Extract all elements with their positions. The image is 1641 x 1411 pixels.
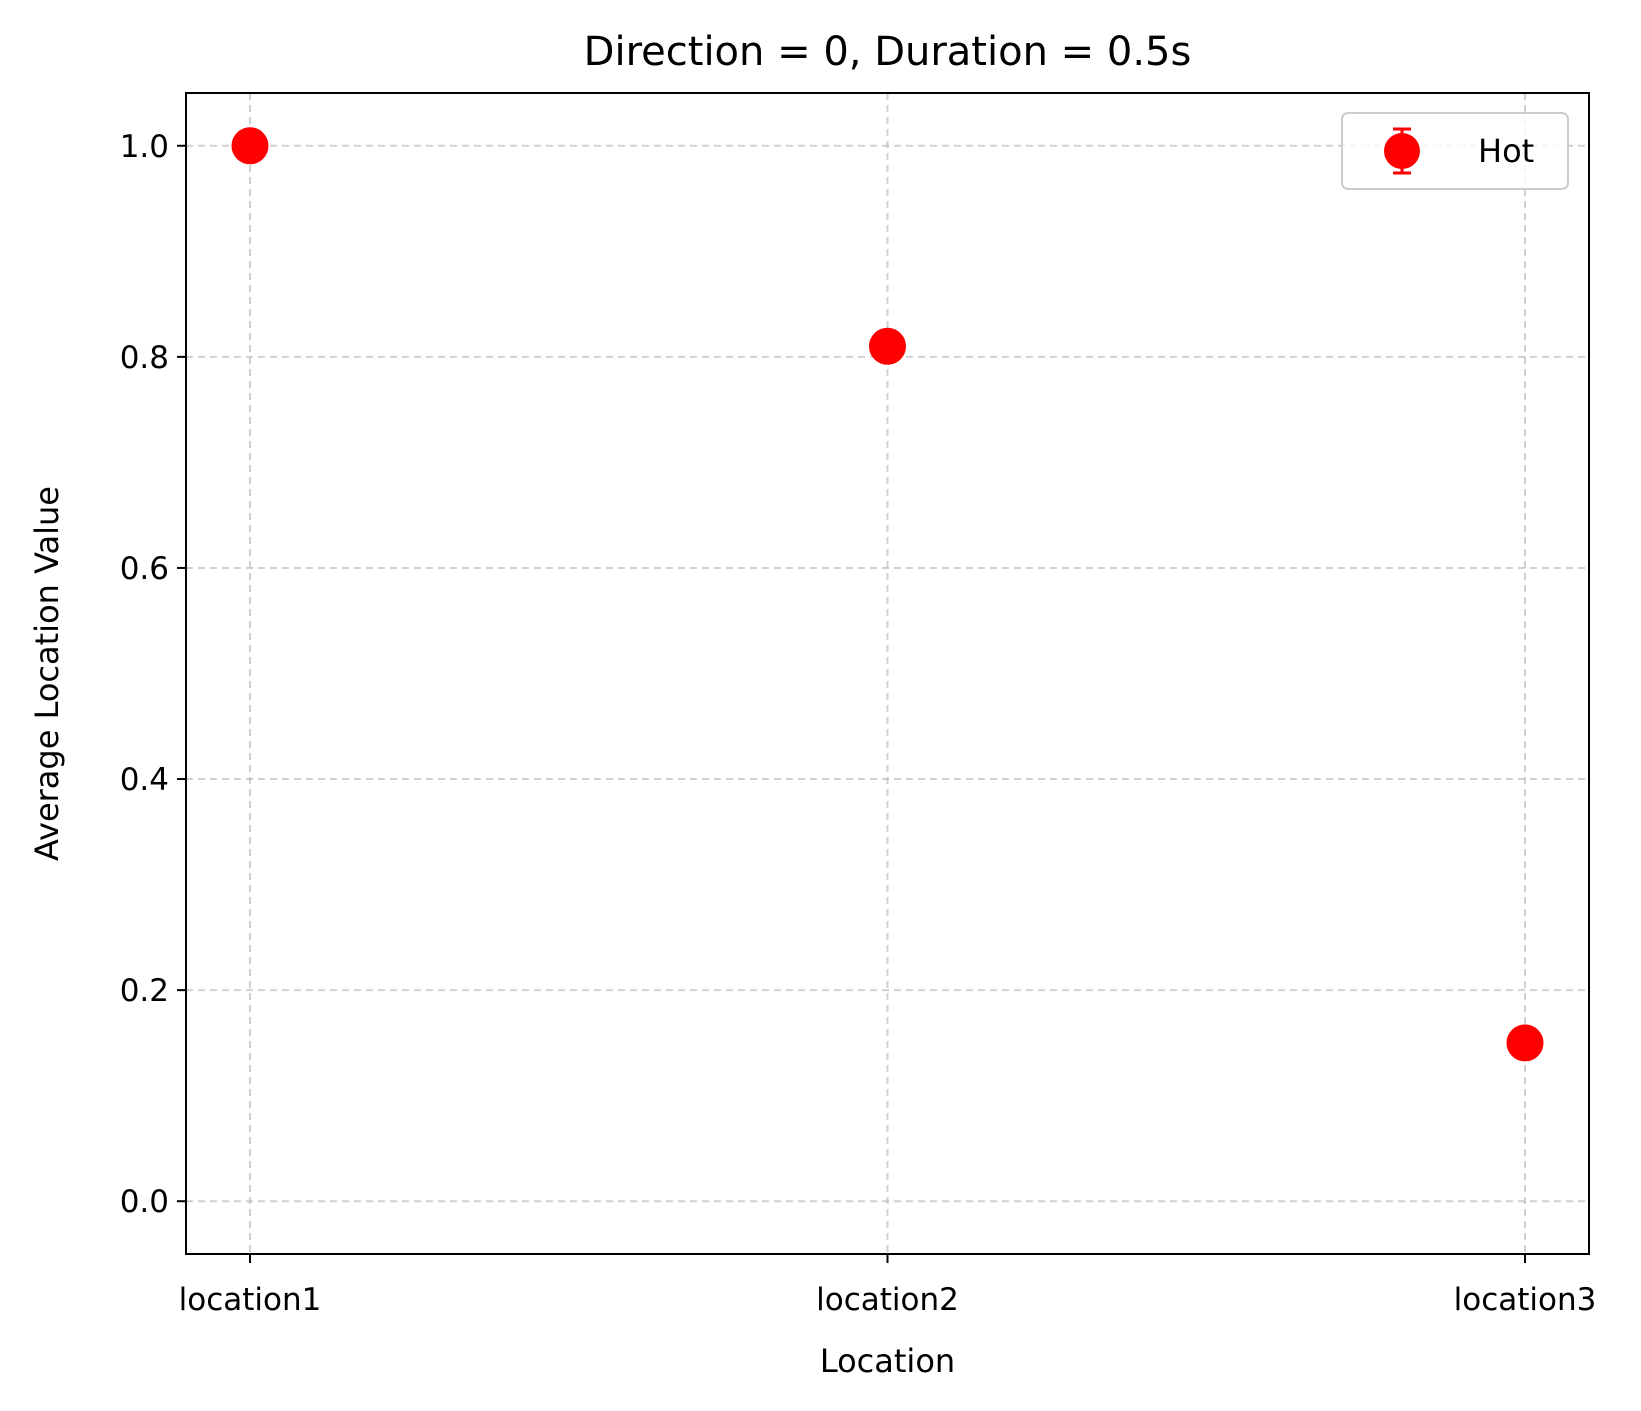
y-tick-label: 0.0	[120, 1184, 169, 1220]
y-tick-label: 0.6	[120, 551, 169, 587]
data-point	[1506, 1024, 1544, 1062]
y-axis-label: Average Location Value	[28, 486, 66, 861]
legend-marker-hot	[1384, 127, 1420, 175]
data-point	[869, 327, 906, 365]
x-tick-label: location3	[1454, 1282, 1597, 1318]
data-point	[231, 127, 269, 165]
x-tick-label: location2	[816, 1282, 959, 1318]
x-axis-label: Location	[820, 1342, 955, 1380]
y-tick-label: 0.4	[120, 762, 169, 798]
chart-title: Direction = 0, Duration = 0.5s	[584, 29, 1192, 75]
legend-label-hot: Hot	[1478, 132, 1534, 170]
axis-ticks: 0.0 0.2 0.4 0.6 0.8 1.0 location1 location2 loca…	[120, 129, 1597, 1318]
y-tick-label: 0.2	[120, 973, 169, 1009]
x-tick-label: location1	[179, 1282, 322, 1318]
y-tick-label: 0.8	[120, 340, 169, 376]
data-points	[231, 127, 1544, 1062]
legend-marker-dot	[1384, 133, 1420, 169]
legend: Hot	[1341, 112, 1569, 190]
legend-box	[1341, 112, 1569, 190]
y-tick-label: 1.0	[120, 129, 169, 165]
